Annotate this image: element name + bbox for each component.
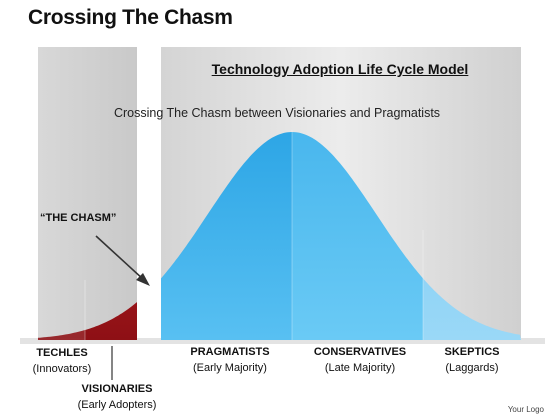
segment-name: PRAGMATISTS [190, 346, 270, 358]
slide-title: Crossing The Chasm [28, 6, 233, 29]
floor-shadow [20, 338, 545, 344]
segment-label-late-majority: CONSERVATIVES (Late Majority) [298, 344, 422, 376]
chasm-arrowhead [136, 273, 150, 286]
chasm-label: “THE CHASM” [40, 212, 117, 224]
segment-label-early-majority: PRAGMATISTS (Early Majority) [170, 344, 290, 376]
segment-name: SKEPTICS [444, 346, 500, 358]
segment-sub: (Late Majority) [324, 362, 396, 374]
segment-sub: (Early Adopters) [77, 399, 157, 411]
segment-label-laggards: SKEPTICS (Laggards) [420, 344, 524, 376]
segment-sub: (Laggards) [445, 362, 499, 374]
segment-sub: (Early Majority) [193, 362, 267, 374]
model-title: Technology Adoption Life Cycle Model [211, 61, 469, 77]
segment-name: VISIONARIES [81, 383, 153, 395]
segment-name: CONSERVATIVES [313, 346, 407, 358]
logo-text: Your Logo [507, 405, 544, 414]
segment-label-early-adopters: VISIONARIES (Early Adopters) [60, 381, 174, 413]
segment-label-innovators: TECHLES (Innovators) [20, 345, 104, 377]
segment-name: TECHLES [36, 347, 88, 359]
left-panel [38, 47, 137, 340]
model-subtitle: Crossing The Chasm between Visionaries a… [113, 106, 441, 120]
chasm-gap [137, 47, 161, 340]
segment-sub: (Innovators) [32, 363, 92, 375]
chasm-arrow [95, 235, 145, 281]
